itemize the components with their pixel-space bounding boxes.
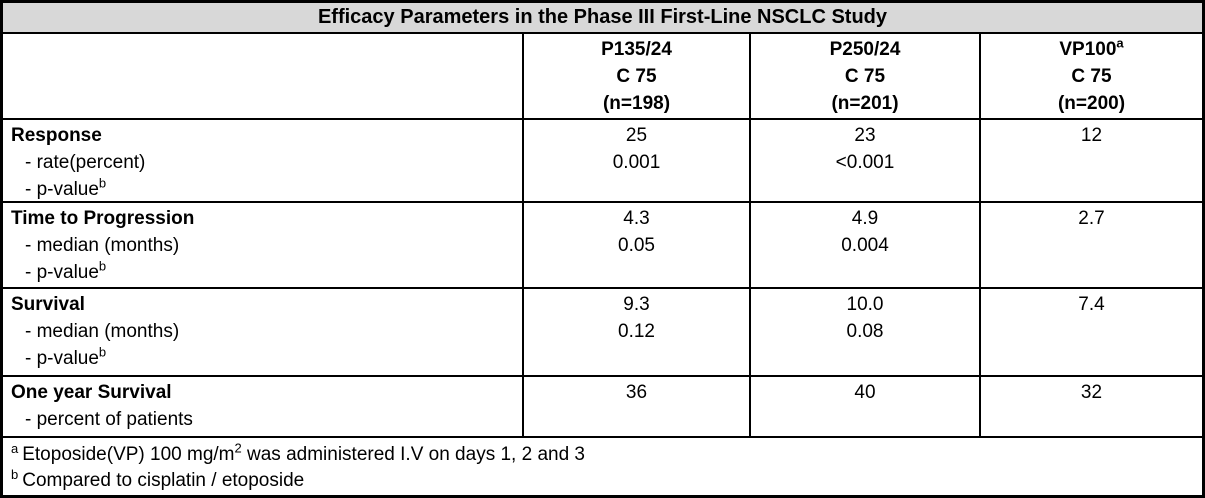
header-empty-cell (3, 34, 522, 118)
section-heading: Survival (11, 294, 85, 315)
footnote-ref: b (98, 258, 107, 274)
value-cell: 4.9 0.004 (749, 203, 979, 287)
value: 4.3 (623, 208, 650, 229)
value-cell: 2.7 (979, 203, 1202, 287)
value-cell: 4.3 0.05 (522, 203, 749, 287)
row-label-cell: Survival - median (months) - p-valueb (3, 289, 522, 375)
value: 40 (854, 382, 876, 403)
header-line-1: P135/24 (524, 36, 749, 63)
row-label: - percent of patients (11, 406, 522, 433)
value-cell: 9.3 0.12 (522, 289, 749, 375)
section-response: Response - rate(percent) - p-valueb 25 0… (3, 120, 1202, 203)
value-cell: 7.4 (979, 289, 1202, 375)
header-line-2: C 75 (844, 65, 886, 87)
footnote-marker: a (11, 440, 19, 456)
header-line-3: (n=200) (1057, 92, 1126, 114)
footnote-ref: b (98, 344, 107, 360)
footnote-ref: b (98, 175, 107, 191)
superscript-2: 2 (234, 440, 242, 456)
value: 2.7 (1078, 208, 1105, 229)
value-cell: 36 (522, 377, 749, 436)
header-line-3: (n=201) (831, 92, 899, 114)
header-line-1: P250/24 (751, 36, 979, 63)
value: <0.001 (835, 152, 895, 173)
value-cell: 40 (749, 377, 979, 436)
value: 0.12 (618, 321, 655, 342)
footnote-b: b Compared to cisplatin / etoposide (11, 468, 1194, 494)
value: 23 (854, 125, 876, 146)
value: 7.4 (1078, 294, 1105, 315)
header-col-p135: P135/24 C 75 (n=198) (522, 34, 749, 118)
row-label: - median (months) (11, 232, 522, 259)
header-line-3: (n=198) (602, 92, 671, 114)
row-label: - rate(percent) (11, 149, 522, 176)
value: 0.05 (618, 235, 655, 256)
section-survival: Survival - median (months) - p-valueb 9.… (3, 289, 1202, 377)
header-col-p250: P250/24 C 75 (n=201) (749, 34, 979, 118)
value: 32 (1080, 382, 1103, 403)
value: 0.001 (612, 152, 661, 173)
footnote-text: Etoposide(VP) 100 mg/m (22, 444, 235, 465)
row-label-text: - p-value (25, 262, 99, 283)
value: 10.0 (846, 294, 884, 315)
table-title: Efficacy Parameters in the Phase III Fir… (3, 3, 1202, 34)
value-cell: 10.0 0.08 (749, 289, 979, 375)
row-label: - p-valueb (11, 176, 522, 203)
row-label-text: - percent of patients (25, 409, 193, 430)
row-label-text: - median (months) (25, 235, 180, 256)
row-label-cell: Response - rate(percent) - p-valueb (3, 120, 522, 203)
section-heading: One year Survival (11, 382, 172, 403)
value-cell: 32 (979, 377, 1202, 436)
section-heading: Response (11, 125, 102, 146)
section-heading: Time to Progression (11, 208, 195, 229)
value: 0.004 (841, 235, 889, 256)
header-line-2: C 75 (1071, 65, 1112, 87)
header-regimen: VP100 (1059, 38, 1117, 60)
header-line-2: C 75 (616, 65, 657, 87)
footnote-a: a Etoposide(VP) 100 mg/m2 was administere… (11, 442, 1194, 468)
value: 0.08 (846, 321, 884, 342)
header-footnote-ref: a (1116, 35, 1124, 51)
footnotes: a Etoposide(VP) 100 mg/m2 was administere… (3, 438, 1202, 495)
value-cell: 12 (979, 120, 1202, 203)
value: 4.9 (851, 208, 879, 229)
row-label-text: - p-value (25, 348, 99, 369)
row-label-cell: Time to Progression - median (months) - … (3, 203, 522, 287)
header-col-vp100: VP100a C 75 (n=200) (979, 34, 1202, 118)
value-cell: 23 <0.001 (749, 120, 979, 203)
footnote-marker: b (11, 466, 19, 482)
table-header-row: P135/24 C 75 (n=198) P250/24 C 75 (n=201… (3, 34, 1202, 120)
section-time-to-progression: Time to Progression - median (months) - … (3, 203, 1202, 289)
row-label: - median (months) (11, 318, 522, 345)
row-label: - p-valueb (11, 345, 522, 372)
value: 25 (625, 125, 648, 146)
footnote-text: Compared to cisplatin / etoposide (22, 470, 305, 491)
section-one-year-survival: One year Survival - percent of patients … (3, 377, 1202, 438)
value: 9.3 (623, 294, 650, 315)
header-line-1: VP100a (981, 36, 1202, 63)
row-label-text: - p-value (25, 179, 99, 200)
row-label-text: - median (months) (25, 321, 180, 342)
footnote-text: was administered I.V on days 1, 2 and 3 (241, 444, 585, 465)
value: 12 (1080, 125, 1103, 146)
row-label-text: - rate(percent) (25, 152, 146, 173)
header-regimen: P135/24 (601, 38, 672, 60)
header-regimen: P250/24 (829, 38, 901, 60)
value-cell: 25 0.001 (522, 120, 749, 203)
row-label: - p-valueb (11, 259, 522, 286)
value: 36 (625, 382, 648, 403)
row-label-cell: One year Survival - percent of patients (3, 377, 522, 436)
